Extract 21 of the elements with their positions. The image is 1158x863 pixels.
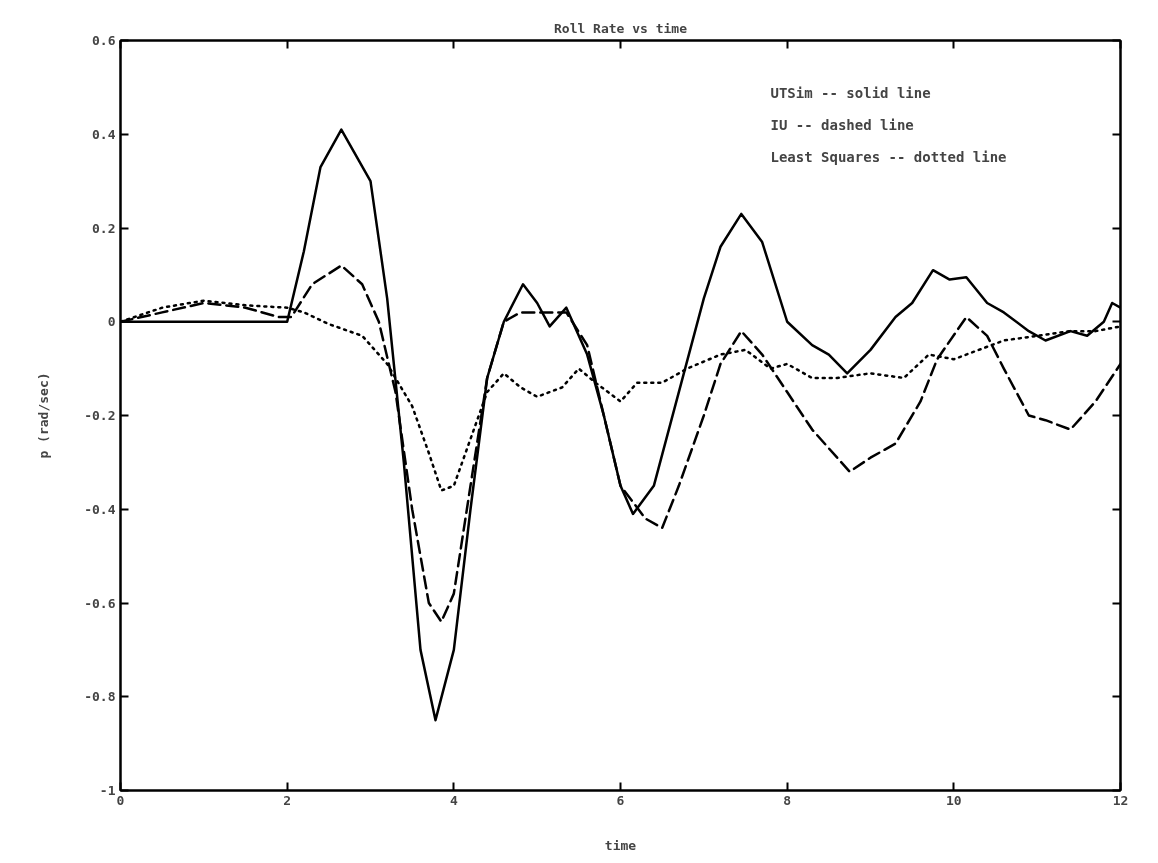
- y-tick-label: 0.4: [92, 126, 116, 142]
- y-tick-label: -1: [99, 783, 116, 798]
- y-tick-label: -0.2: [84, 408, 116, 423]
- x-tick-label: 12: [1112, 792, 1129, 808]
- y-tick-label: 0: [107, 314, 116, 330]
- x-tick-label: 2: [283, 792, 292, 808]
- y-tick-label: 0.6: [92, 33, 116, 48]
- y-tick-label: -0.6: [84, 595, 116, 611]
- y-tick-label: -0.8: [84, 689, 116, 705]
- x-tick-label: 6: [616, 792, 625, 808]
- y-tick-label: -0.4: [84, 501, 116, 517]
- annotation: UTSim -- solid line: [770, 84, 931, 101]
- x-axis-title: time: [604, 837, 637, 853]
- y-tick-label: 0.2: [92, 220, 116, 236]
- annotation: IU -- dashed line: [770, 116, 914, 133]
- annotation: Least Squares -- dotted line: [770, 148, 1007, 165]
- x-tick-label: 4: [449, 792, 458, 808]
- x-tick-label: 10: [946, 792, 962, 808]
- y-axis-title: p (rad/sec): [36, 372, 52, 459]
- x-tick-label: 8: [783, 792, 792, 808]
- chart-title: Roll Rate vs time: [553, 20, 688, 36]
